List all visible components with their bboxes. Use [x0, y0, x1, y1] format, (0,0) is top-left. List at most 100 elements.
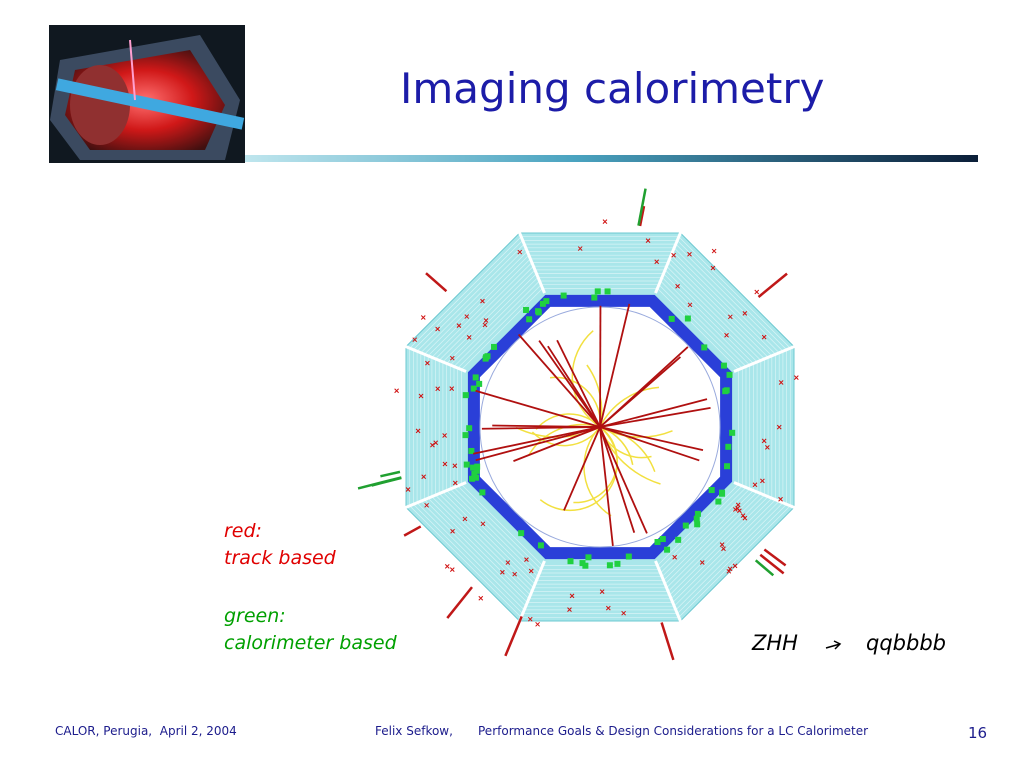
green-hit — [684, 315, 691, 322]
green-hit — [585, 554, 592, 561]
red-hit — [433, 440, 439, 446]
red-hit — [735, 502, 741, 508]
yellow-track — [583, 426, 612, 517]
red-hit — [577, 246, 583, 251]
green-hit — [468, 447, 475, 454]
red-hit — [462, 516, 468, 522]
red-hit — [420, 315, 426, 320]
green-hit — [523, 306, 530, 313]
green-hit — [471, 470, 478, 477]
red-track — [517, 333, 601, 428]
green-hit — [594, 288, 601, 295]
red-hit — [727, 314, 733, 320]
red-track — [556, 339, 601, 428]
red-hit — [478, 595, 484, 601]
muon-hit — [638, 205, 646, 227]
red-hit — [449, 386, 455, 391]
title-rule — [245, 155, 978, 162]
muon-hit — [754, 559, 775, 577]
green-hit — [463, 461, 470, 468]
red-hit — [480, 298, 485, 304]
green-hit — [591, 294, 598, 301]
red-hit — [415, 428, 421, 434]
green-hit — [474, 463, 481, 470]
arrow — [825, 640, 842, 650]
green-hit — [654, 539, 661, 546]
red-hit — [527, 616, 533, 622]
green-hit — [659, 536, 666, 543]
red-track — [599, 426, 614, 546]
module-gap — [517, 230, 546, 294]
green-hit — [535, 308, 542, 315]
green-hit — [470, 464, 477, 471]
green-hit — [472, 374, 479, 381]
red-track — [599, 426, 704, 452]
process-initial: ZHH — [752, 631, 798, 655]
red-hit — [405, 487, 411, 492]
muon-hit — [380, 470, 401, 478]
red-hit — [719, 542, 725, 547]
red-hit — [732, 563, 738, 569]
green-hit — [729, 429, 736, 436]
red-hit — [675, 283, 680, 289]
green-hit — [539, 300, 546, 307]
red-hit — [517, 249, 523, 255]
red-track — [513, 426, 601, 462]
green-hit — [606, 562, 613, 569]
red-hit — [464, 314, 470, 319]
green-hit — [543, 298, 550, 305]
title: Imaging calorimetry — [400, 64, 825, 113]
red-label: red: — [224, 520, 262, 542]
red-hit — [482, 322, 488, 328]
red-hit — [605, 605, 611, 611]
green-hit — [518, 530, 525, 537]
green-hit — [560, 292, 567, 299]
green-hit — [723, 387, 730, 394]
red-track — [492, 424, 601, 428]
red-hit — [645, 238, 651, 243]
muon-hit — [757, 272, 788, 298]
module-gap — [733, 481, 797, 510]
red-hit — [710, 265, 716, 271]
muon-hit — [504, 615, 523, 657]
green-hit — [469, 475, 476, 482]
red-hit — [528, 568, 534, 574]
green-hit — [466, 425, 473, 432]
green-hit — [726, 371, 733, 378]
green-hit — [725, 443, 732, 450]
green-hit — [491, 343, 498, 350]
red-track — [472, 426, 601, 455]
red-hit — [430, 442, 435, 448]
red-hit — [754, 289, 760, 295]
green-hit — [694, 521, 701, 528]
module-gap — [403, 344, 467, 373]
red-hit — [599, 589, 605, 594]
green-hit — [668, 315, 675, 322]
red-hit — [483, 318, 489, 323]
red-track — [475, 389, 601, 428]
red-track — [599, 303, 631, 428]
red-hit — [425, 360, 430, 366]
red-hit — [727, 566, 733, 572]
green-hit — [701, 344, 708, 351]
green-hit — [483, 354, 490, 361]
red-text: track based — [224, 547, 336, 569]
green-hit — [625, 553, 632, 560]
red-hit — [480, 521, 486, 527]
red-track — [599, 398, 708, 428]
red-hit — [721, 546, 726, 552]
red-hit — [421, 474, 427, 480]
yellow-track — [599, 426, 673, 438]
red-hit — [724, 332, 729, 338]
green-hit — [614, 560, 621, 567]
green-hit — [720, 362, 727, 369]
red-hit — [444, 564, 450, 569]
red-hit — [761, 334, 767, 340]
red-hit — [687, 302, 693, 308]
red-hit — [424, 502, 429, 508]
red-hit — [742, 515, 748, 521]
red-hit — [711, 248, 717, 254]
muon-hit — [759, 553, 785, 575]
red-track — [599, 426, 700, 462]
